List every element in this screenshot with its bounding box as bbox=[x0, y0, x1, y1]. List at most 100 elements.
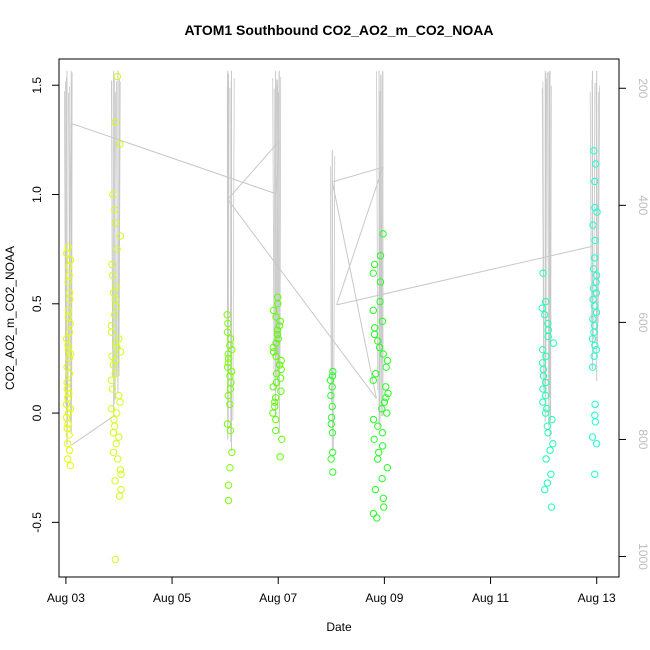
data-point bbox=[591, 177, 599, 186]
data-point bbox=[110, 206, 119, 214]
data-point bbox=[328, 383, 336, 391]
data-point bbox=[373, 455, 382, 463]
data-point bbox=[66, 319, 74, 328]
data-point bbox=[542, 352, 550, 360]
data-point bbox=[116, 466, 125, 474]
data-point bbox=[65, 446, 74, 454]
data-point bbox=[228, 448, 236, 457]
pressure-profile-line bbox=[547, 72, 550, 427]
data-point bbox=[63, 439, 72, 448]
data-point bbox=[376, 297, 384, 306]
data-point bbox=[329, 468, 337, 476]
data-point bbox=[64, 389, 73, 398]
data-point bbox=[589, 265, 598, 273]
data-point bbox=[382, 394, 390, 402]
data-point bbox=[226, 464, 234, 472]
data-point bbox=[591, 302, 599, 310]
data-point bbox=[107, 376, 116, 384]
y-tick-label: -0.5 bbox=[30, 512, 44, 533]
data-point bbox=[541, 297, 550, 306]
data-point bbox=[107, 405, 116, 413]
data-point bbox=[107, 328, 116, 336]
data-point bbox=[378, 429, 387, 437]
data-point bbox=[270, 348, 278, 356]
data-point bbox=[591, 400, 599, 409]
data-point bbox=[226, 385, 235, 393]
data-point bbox=[109, 190, 117, 199]
data-point bbox=[380, 503, 388, 511]
data-point bbox=[110, 311, 119, 319]
data-point bbox=[544, 332, 552, 341]
data-point bbox=[273, 330, 282, 339]
x-tick-label: Aug 13 bbox=[578, 591, 616, 605]
data-point bbox=[65, 370, 74, 378]
data-point bbox=[64, 420, 72, 428]
data-point bbox=[590, 352, 598, 360]
data-point bbox=[541, 378, 550, 387]
data-point bbox=[224, 359, 233, 367]
pressure-profile-line bbox=[545, 78, 548, 357]
data-point bbox=[549, 339, 558, 347]
y2-axis-pressure: 200 400 600 800 1000 bbox=[619, 78, 650, 570]
data-point bbox=[589, 221, 597, 229]
data-point bbox=[591, 236, 599, 245]
pressure-profile-line bbox=[111, 80, 114, 378]
data-point bbox=[370, 330, 379, 339]
pressure-profile-line bbox=[597, 85, 601, 323]
data-point bbox=[65, 328, 74, 336]
pressure-profile-line bbox=[277, 79, 279, 386]
pressure-transit-line bbox=[71, 122, 276, 195]
data-point bbox=[541, 409, 550, 417]
pressure-profile-line bbox=[232, 78, 235, 421]
data-point bbox=[591, 203, 599, 212]
data-point bbox=[227, 367, 236, 376]
data-point bbox=[224, 350, 232, 358]
data-point bbox=[547, 470, 555, 478]
data-point bbox=[539, 269, 547, 277]
x-tick-label: Aug 11 bbox=[472, 591, 509, 605]
data-point bbox=[274, 300, 282, 308]
y-tick-label: 0.0 bbox=[30, 404, 44, 421]
data-point bbox=[273, 326, 282, 334]
x-tick-label: Aug 07 bbox=[259, 591, 297, 605]
data-point bbox=[378, 442, 387, 450]
data-point bbox=[272, 313, 280, 321]
data-point bbox=[591, 418, 600, 426]
pressure-profile-line bbox=[541, 88, 545, 391]
pressure-profile-line bbox=[273, 88, 276, 356]
pressure-profile-line bbox=[329, 166, 332, 403]
pressure-transit-line bbox=[332, 166, 383, 183]
data-point bbox=[62, 400, 71, 409]
data-point bbox=[109, 271, 117, 280]
pressure-profile-line bbox=[597, 92, 599, 343]
data-point bbox=[591, 341, 599, 350]
data-point bbox=[113, 72, 122, 81]
data-point bbox=[278, 435, 286, 444]
data-point bbox=[326, 376, 335, 384]
data-point bbox=[539, 385, 547, 393]
data-point bbox=[112, 302, 121, 310]
y-axis-title: CO2_AO2_m_CO2_NOAA bbox=[3, 246, 17, 390]
pressure-profile-line bbox=[229, 88, 232, 442]
data-point bbox=[224, 391, 232, 400]
data-point bbox=[546, 446, 554, 454]
data-point bbox=[226, 400, 234, 409]
data-point bbox=[592, 439, 601, 448]
data-point bbox=[378, 317, 387, 325]
data-point bbox=[378, 405, 386, 413]
data-point bbox=[223, 420, 232, 428]
data-point bbox=[113, 343, 121, 352]
data-point bbox=[588, 363, 597, 371]
pressure-profile-line bbox=[380, 77, 383, 361]
data-point bbox=[544, 429, 552, 437]
data-point bbox=[379, 230, 387, 238]
data-point bbox=[592, 289, 601, 297]
y-axis: -0.5 0.0 0.5 1.0 1.5 bbox=[30, 77, 59, 533]
data-point bbox=[117, 470, 125, 478]
data-point bbox=[115, 492, 124, 500]
data-point bbox=[549, 439, 557, 448]
data-point bbox=[277, 356, 285, 365]
data-point bbox=[116, 232, 125, 240]
data-point bbox=[111, 118, 119, 127]
